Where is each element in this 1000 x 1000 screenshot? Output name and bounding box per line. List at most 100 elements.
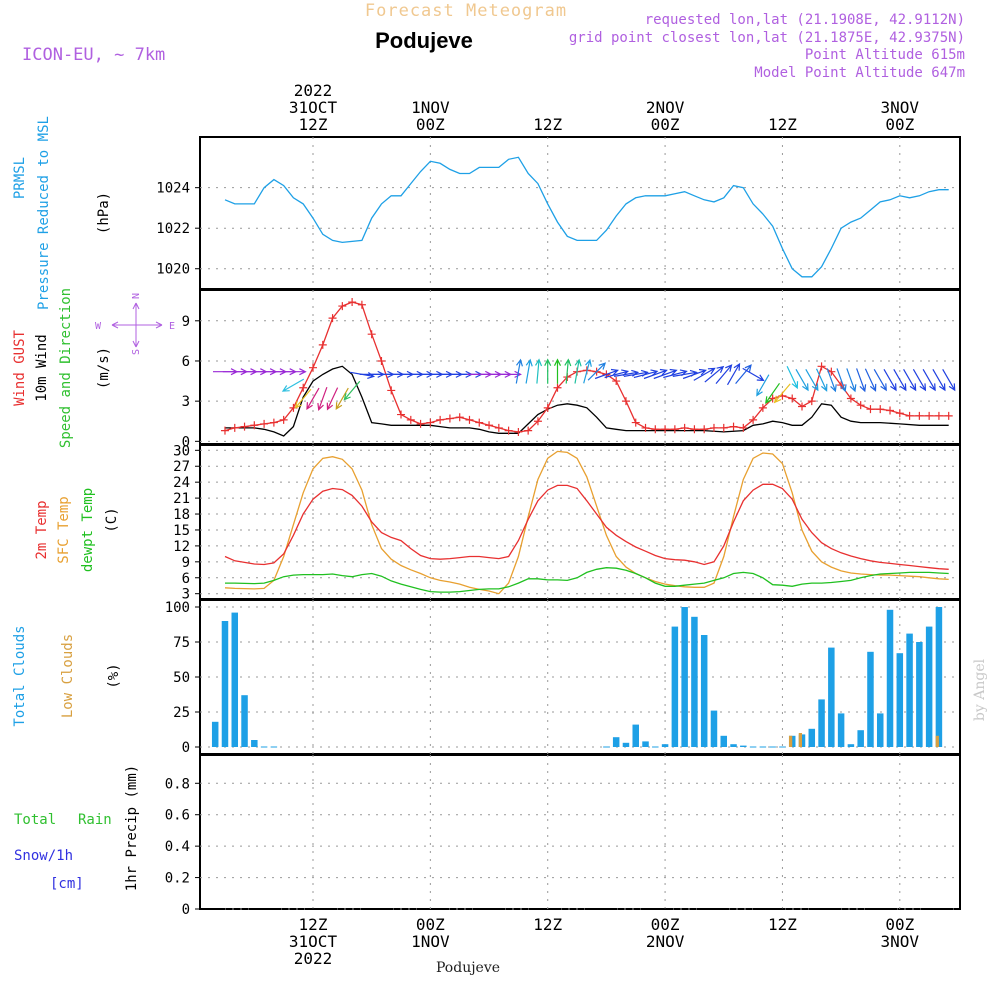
wind-gust-marker (338, 302, 347, 311)
wind-direction-arrow (281, 378, 305, 392)
wind-gust-marker (416, 419, 425, 428)
wind-direction-arrow (281, 368, 307, 376)
wind-gust-marker (788, 394, 797, 403)
temp-tick-label: 15 (173, 523, 190, 539)
data-marks (200, 156, 960, 910)
top-time-label: 2NOV (646, 98, 685, 117)
bottom-time-label: 1NOV (411, 932, 450, 951)
clouds-tick-label: 0 (182, 740, 190, 756)
total-clouds-bar (808, 728, 816, 747)
wind-gust-marker (406, 415, 415, 424)
wind-gust-marker (387, 386, 396, 395)
total-clouds-bar (710, 710, 718, 747)
bottom-time-label: 00Z (885, 915, 914, 934)
wind-tick-label: 0 (182, 434, 190, 450)
total-clouds-bar (847, 744, 855, 747)
wind-gust-marker (700, 425, 709, 434)
total-clouds-bar (935, 607, 943, 747)
wind-direction-arrow (805, 369, 819, 392)
total-clouds-bar (837, 713, 845, 747)
clouds-tick-label: 25 (173, 705, 190, 721)
wind-direction-arrow (574, 358, 582, 384)
wind-gust-marker (543, 403, 552, 412)
low-clouds-bar (935, 735, 939, 747)
wind-direction-arrow (633, 369, 659, 379)
temp-tick-label: 6 (182, 571, 190, 587)
wind-gust-marker (651, 425, 660, 434)
precip-tick-label: 0.4 (165, 839, 190, 855)
wind-direction-arrow (653, 368, 678, 380)
footer-location: Podujeve (436, 960, 500, 976)
credit-watermark: by Angel (972, 658, 988, 721)
wind-gust-marker (514, 427, 523, 436)
wind-gust-marker (309, 363, 317, 372)
temp-tick-label: 27 (173, 459, 190, 475)
wind-direction-arrow (815, 368, 828, 392)
wind-gust-marker (621, 397, 630, 406)
top-time-label: 00Z (885, 115, 914, 134)
wind-gust-marker (250, 421, 259, 430)
wind-gust-marker (377, 356, 386, 365)
grid-lines: 1020102210240369369121518212427300255075… (156, 137, 960, 918)
wind-gust-marker (445, 414, 454, 423)
total-clouds-label: Total Clouds (12, 625, 28, 726)
low-clouds-bar (788, 735, 793, 747)
compass-e: E (169, 321, 175, 332)
wind-direction-arrow (587, 362, 607, 381)
precip-tick-label: 0.6 (165, 808, 190, 824)
total-clouds-bar (896, 653, 904, 747)
clouds-tick-label: 50 (173, 670, 190, 686)
total-clouds-bar (857, 730, 864, 747)
wind-unit: (m/s) (96, 347, 112, 389)
wind-gust-marker (690, 425, 699, 434)
wind-direction-arrow (756, 374, 770, 397)
wind-direction-arrow (856, 368, 867, 393)
wind-10m-label: 10m Wind (34, 334, 50, 401)
wind-direction-arrow (735, 364, 752, 384)
temp-tick-label: 3 (182, 587, 190, 603)
wind-direction-arrow (903, 369, 917, 392)
bottom-time-label: 12Z (533, 915, 562, 934)
wind-direction-arrow (326, 387, 339, 411)
compass-rose-icon: N S W E (95, 293, 175, 355)
wind-direction-arrow (553, 358, 562, 384)
clouds-unit: (%) (106, 663, 122, 688)
total-clouds-bar (720, 735, 728, 747)
wind-direction-arrow (496, 370, 522, 378)
temp-tick-label: 21 (173, 491, 190, 507)
top-time-label: 31OCT (289, 98, 338, 117)
wind-direction-arrow (525, 358, 533, 384)
wind-direction-arrow (306, 387, 320, 411)
wind-gust-marker (749, 415, 758, 424)
wind-direction-arrow (826, 368, 837, 393)
total-clouds-bar (906, 633, 913, 747)
wind-direction-arrow (846, 368, 857, 393)
temp-tick-label: 12 (173, 539, 190, 555)
wind-direction-arrow (873, 369, 887, 392)
wind-gust-marker (494, 423, 503, 432)
wind-direction-arrow (317, 386, 328, 411)
wind-gust-marker (680, 423, 689, 432)
wind-gust-label: Wind GUST (12, 330, 28, 406)
pressure-tick-label: 1020 (156, 262, 190, 278)
wind-direction-arrow (643, 368, 668, 380)
wind-direction-arrow (786, 365, 799, 390)
wind-direction-arrow (922, 369, 936, 392)
wind-gust-marker (846, 394, 855, 403)
wind-gust-marker (260, 419, 269, 428)
total-clouds-bar (700, 635, 708, 747)
wind-gust-marker (269, 418, 278, 427)
wind-gust-marker (240, 422, 249, 431)
total-clouds-bar (642, 741, 649, 747)
total-clouds-bar (867, 651, 874, 747)
point-altitude: Point Altitude 615m (805, 47, 965, 63)
temp-unit: (C) (104, 507, 120, 532)
wind-direction-arrow (795, 369, 809, 392)
wind-gust-marker (612, 377, 621, 386)
total-clouds-bar (730, 744, 737, 747)
wind-direction-arrow (564, 358, 572, 384)
wind-gust-marker (318, 340, 327, 349)
total-clouds-bar (231, 612, 239, 747)
top-time-label: 12Z (768, 115, 797, 134)
wind-direction-arrow (883, 369, 897, 392)
